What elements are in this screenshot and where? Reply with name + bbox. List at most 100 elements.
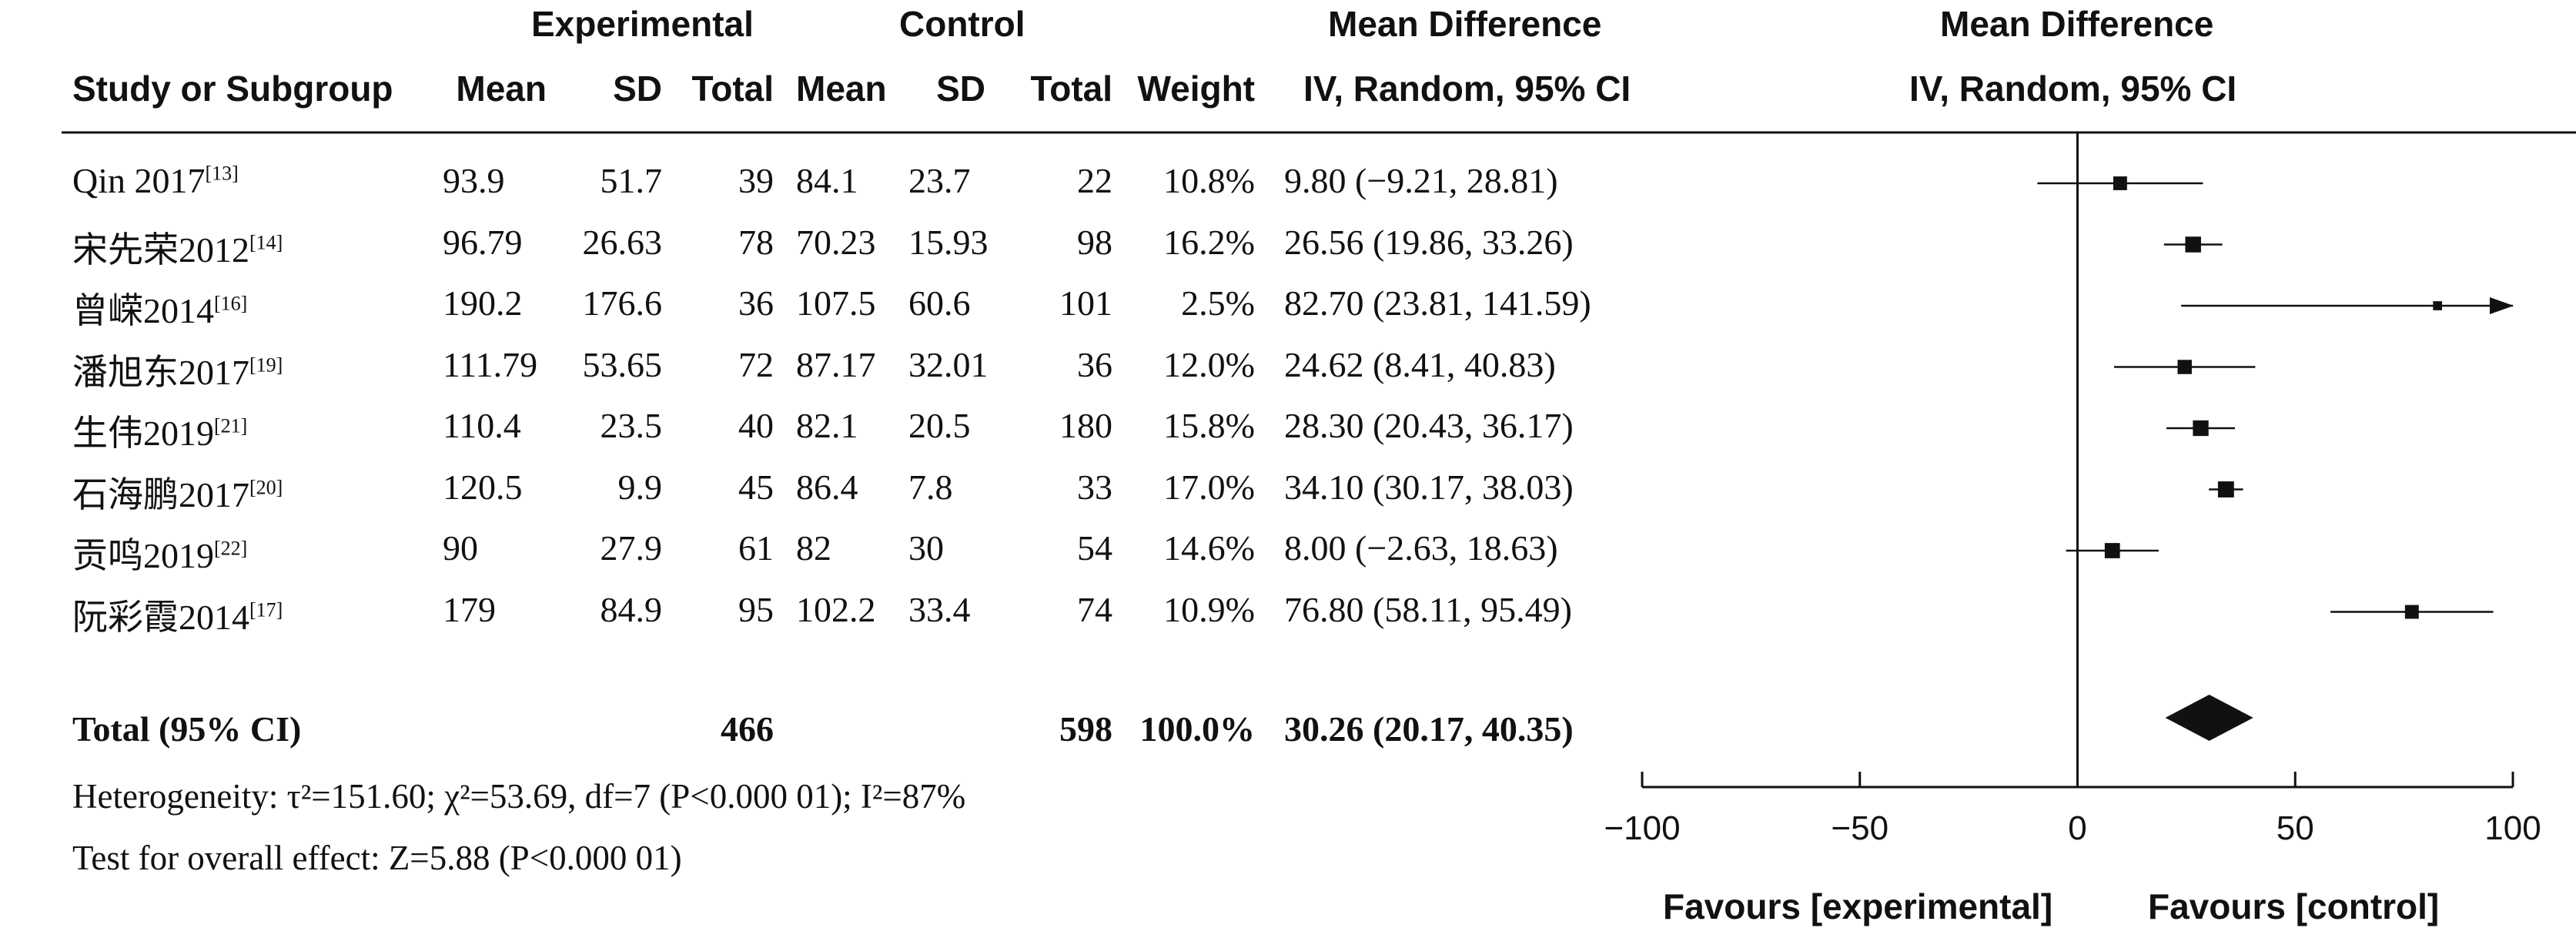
- study-weight-value: 17.0%: [1163, 467, 1255, 507]
- study-name-text: 贡鸣2019: [72, 536, 214, 575]
- study-sd-e-value: 53.65: [582, 344, 663, 384]
- ci-column-header: IV, Random, 95% CI: [1303, 69, 1631, 109]
- plot-subtitle: IV, Random, 95% CI: [1909, 69, 2237, 109]
- study-sd-c-value: 60.6: [908, 283, 971, 323]
- study-weight-value: 14.6%: [1163, 528, 1255, 568]
- study-total-c-value: 180: [1059, 406, 1112, 445]
- study-mean-e-value: 110.4: [443, 406, 521, 445]
- study-mean-c-value: 86.4: [796, 467, 858, 507]
- total-ci-value: 30.26 (20.17, 40.35): [1284, 709, 1574, 749]
- total-weight-value: 100.0%: [1139, 709, 1256, 749]
- study-ci-text-value: 82.70 (23.81, 141.59): [1284, 283, 1591, 323]
- study-name: 潘旭东2017[19]: [72, 344, 283, 395]
- study-sd-c-value: 20.5: [908, 406, 971, 445]
- study-sd-e-value: 84.9: [600, 589, 663, 629]
- study-name-text: 曾嵘2014: [72, 291, 214, 330]
- study-name: 石海鹏2017[20]: [72, 467, 283, 518]
- study-mean-c-value: 82.1: [796, 406, 858, 445]
- study-ci-text-value: 9.80 (−9.21, 28.81): [1284, 161, 1558, 200]
- study-mean-e-value: 96.79: [443, 222, 523, 262]
- study-mean-c-value: 70.23: [796, 222, 876, 262]
- study-weight-value: 12.0%: [1163, 344, 1255, 384]
- study-reference: [21]: [214, 414, 248, 437]
- mean-difference-header: Mean Difference: [1328, 4, 1602, 44]
- study-reference: [19]: [249, 353, 283, 377]
- study-total-e-value: 36: [738, 283, 774, 323]
- weight-column-header: Weight: [1137, 69, 1255, 109]
- study-sd-e-value: 176.6: [582, 283, 663, 323]
- study-total-c-value: 101: [1059, 283, 1112, 323]
- overall-effect-text: Test for overall effect: Z=5.88 (P<0.000…: [72, 839, 682, 877]
- study-name: 阮彩霞2014[17]: [72, 589, 283, 640]
- study-ci-text-value: 24.62 (8.41, 40.83): [1284, 344, 1556, 384]
- study-total-e-value: 61: [738, 528, 774, 568]
- study-ci-text-value: 8.00 (−2.63, 18.63): [1284, 528, 1558, 568]
- study-mean-c-value: 87.17: [796, 344, 876, 384]
- study-mean-c-value: 84.1: [796, 161, 858, 200]
- favours-experimental-label: Favours [experimental]: [1663, 886, 2053, 926]
- study-weight-value: 15.8%: [1163, 406, 1255, 445]
- study-reference: [22]: [214, 537, 248, 560]
- study-sd-e-value: 23.5: [600, 406, 663, 445]
- study-ci-arrow: [2490, 297, 2514, 314]
- study-mean-c-value: 82: [796, 528, 831, 568]
- x-axis-tick-label: 50: [2277, 809, 2314, 847]
- x-axis-tick-label: −50: [1831, 809, 1889, 847]
- study-name: 贡鸣2019[22]: [72, 528, 247, 578]
- study-sd-c-value: 32.01: [908, 344, 989, 384]
- study-point-estimate: [2177, 360, 2192, 374]
- study-mean-c-value: 102.2: [796, 589, 876, 629]
- study-total-c-value: 98: [1077, 222, 1112, 262]
- study-sd-c-value: 30: [908, 528, 944, 568]
- study-name: 宋先荣2012[14]: [72, 222, 283, 273]
- study-name: 生伟2019[21]: [72, 405, 247, 456]
- study-weight-value: 16.2%: [1163, 222, 1255, 262]
- study-sd-e-value: 51.7: [600, 161, 663, 200]
- study-name-text: Qin 2017: [72, 161, 206, 200]
- study-weight-value: 10.8%: [1163, 161, 1255, 200]
- study-sd-e-value: 9.9: [617, 467, 663, 507]
- study-total-c-value: 22: [1077, 161, 1112, 200]
- study-mean-e-value: 93.9: [443, 161, 505, 200]
- study-total-e-value: 39: [738, 161, 774, 200]
- study-reference: [16]: [214, 292, 248, 315]
- study-weight-value: 10.9%: [1163, 589, 1255, 629]
- study-ci-text-value: 26.56 (19.86, 33.26): [1284, 222, 1574, 262]
- study-sd-e-value: 26.63: [582, 222, 663, 262]
- study-total-c-value: 54: [1077, 528, 1112, 568]
- study-total-e-value: 72: [738, 344, 774, 384]
- study-sd-e-value: 27.9: [600, 528, 663, 568]
- study-total-e-value: 40: [738, 406, 774, 445]
- study-point-estimate: [2193, 420, 2209, 437]
- sd-c-column-header: SD: [936, 69, 985, 109]
- study-name-text: 生伟2019: [72, 414, 214, 453]
- study-ci-text-value: 76.80 (58.11, 95.49): [1284, 589, 1572, 629]
- study-point-estimate: [2104, 543, 2120, 558]
- study-total-c-value: 74: [1077, 589, 1112, 629]
- study-column-header: Study or Subgroup: [72, 69, 393, 109]
- x-axis-tick-label: 0: [2068, 809, 2086, 847]
- study-mean-e-value: 120.5: [443, 467, 523, 507]
- mean-e-column-header: Mean: [456, 69, 547, 109]
- pooled-estimate-diamond: [2165, 695, 2253, 741]
- study-mean-e-value: 111.79: [443, 344, 538, 384]
- group-experimental-header: Experimental: [531, 4, 754, 44]
- study-mean-e-value: 179: [443, 589, 496, 629]
- study-reference: [20]: [249, 476, 283, 499]
- study-sd-c-value: 7.8: [908, 467, 953, 507]
- sd-e-column-header: SD: [613, 69, 662, 109]
- study-reference: [17]: [249, 598, 283, 621]
- total-c-value: 598: [1059, 709, 1112, 749]
- study-reference: [14]: [249, 231, 283, 254]
- study-mean-c-value: 107.5: [796, 283, 876, 323]
- study-mean-e-value: 190.2: [443, 283, 523, 323]
- study-point-estimate: [2185, 236, 2201, 253]
- favours-control-label: Favours [control]: [2148, 886, 2440, 926]
- study-sd-c-value: 23.7: [908, 161, 971, 200]
- study-name-text: 石海鹏2017: [72, 474, 249, 514]
- total-label: Total (95% CI): [72, 709, 302, 749]
- study-total-e-value: 45: [738, 467, 774, 507]
- study-sd-c-value: 15.93: [908, 222, 989, 262]
